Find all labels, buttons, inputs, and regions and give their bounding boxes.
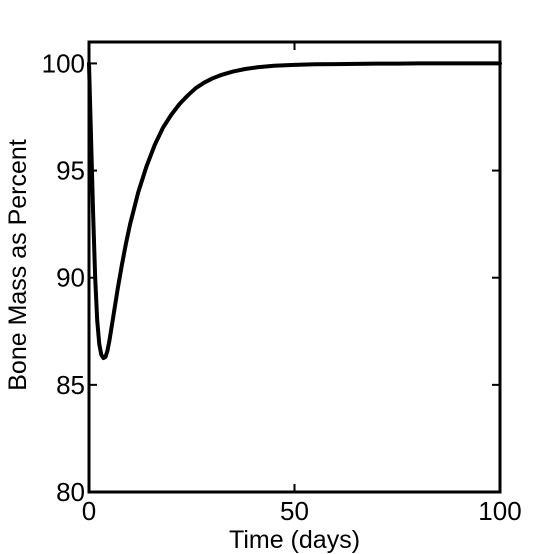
y-tick-label: 80 [56, 477, 85, 507]
y-tick-label: 100 [42, 48, 85, 78]
y-tick-label: 85 [56, 370, 85, 400]
tick-labels-layer: 0 50 100 80 85 90 95 100 [42, 48, 522, 526]
y-tick-label: 90 [56, 263, 85, 293]
x-tick-label: 100 [478, 496, 521, 526]
x-tick-label: 0 [82, 496, 96, 526]
x-tick-label: 50 [280, 496, 309, 526]
plot-frame [87, 40, 502, 494]
y-axis-label: Bone Mass as Percent [4, 139, 32, 391]
series-line [87, 61, 502, 361]
ticks-layer [88, 42, 501, 493]
x-axis-label: Time (days) [229, 526, 360, 554]
y-tick-label: 95 [56, 156, 85, 186]
